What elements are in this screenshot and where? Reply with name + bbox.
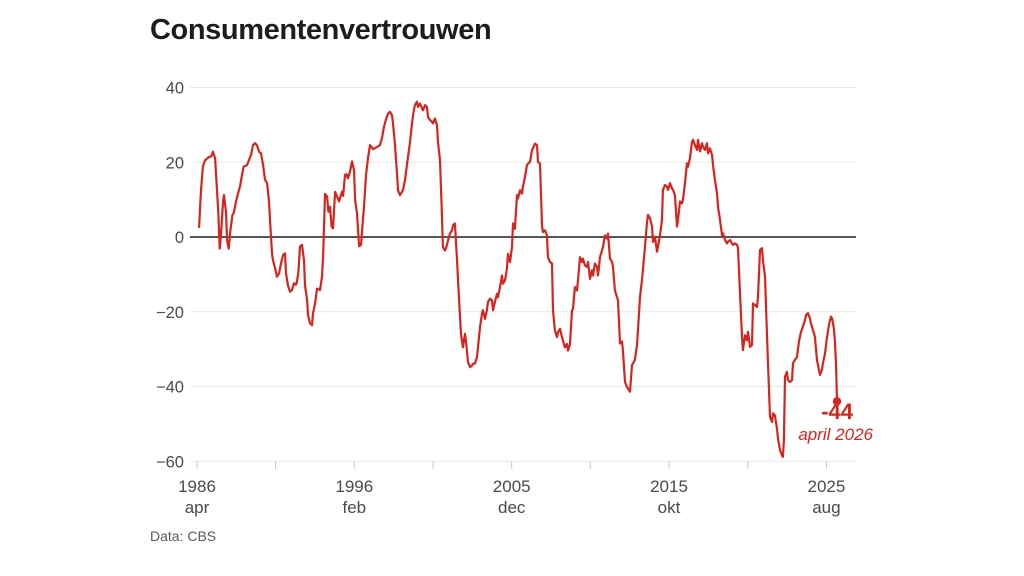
x-axis-labels: 1986 apr 1996 feb 2005 dec 2015 okt 2025 aug xyxy=(178,477,845,517)
y-axis-label: 20 xyxy=(166,154,184,172)
chart-title: Consumentenvertrouwen xyxy=(150,14,492,46)
y-axis-labels: 40 20 0 −20 −40 −60 xyxy=(156,80,184,472)
x-axis-label-year: 2015 xyxy=(650,477,688,496)
y-axis-label: −20 xyxy=(156,304,184,322)
x-axis-label-year: 1986 xyxy=(178,477,216,496)
y-axis-label: 0 xyxy=(175,229,184,247)
x-axis-label-month: dec xyxy=(498,498,526,517)
x-axis-label-year: 1996 xyxy=(335,477,373,496)
end-point-dot xyxy=(832,397,842,406)
y-axis-label: 40 xyxy=(166,80,184,98)
gridlines xyxy=(190,87,856,462)
x-axis-label-month: aug xyxy=(812,498,840,517)
confidence-line xyxy=(198,100,839,458)
annotation-date: april 2026 xyxy=(798,425,873,444)
x-axis-ticks xyxy=(196,461,827,469)
x-axis-label-year: 2005 xyxy=(493,477,531,496)
x-axis-label-month: feb xyxy=(342,498,366,517)
y-axis-label: −60 xyxy=(156,453,184,471)
x-axis-label-month: apr xyxy=(185,498,210,517)
x-axis-label-year: 2025 xyxy=(807,477,845,496)
source-label: Data: CBS xyxy=(150,528,217,544)
x-axis-label-month: okt xyxy=(658,498,681,517)
annotation-value: -44 xyxy=(821,399,853,424)
y-axis-label: −40 xyxy=(156,379,184,397)
